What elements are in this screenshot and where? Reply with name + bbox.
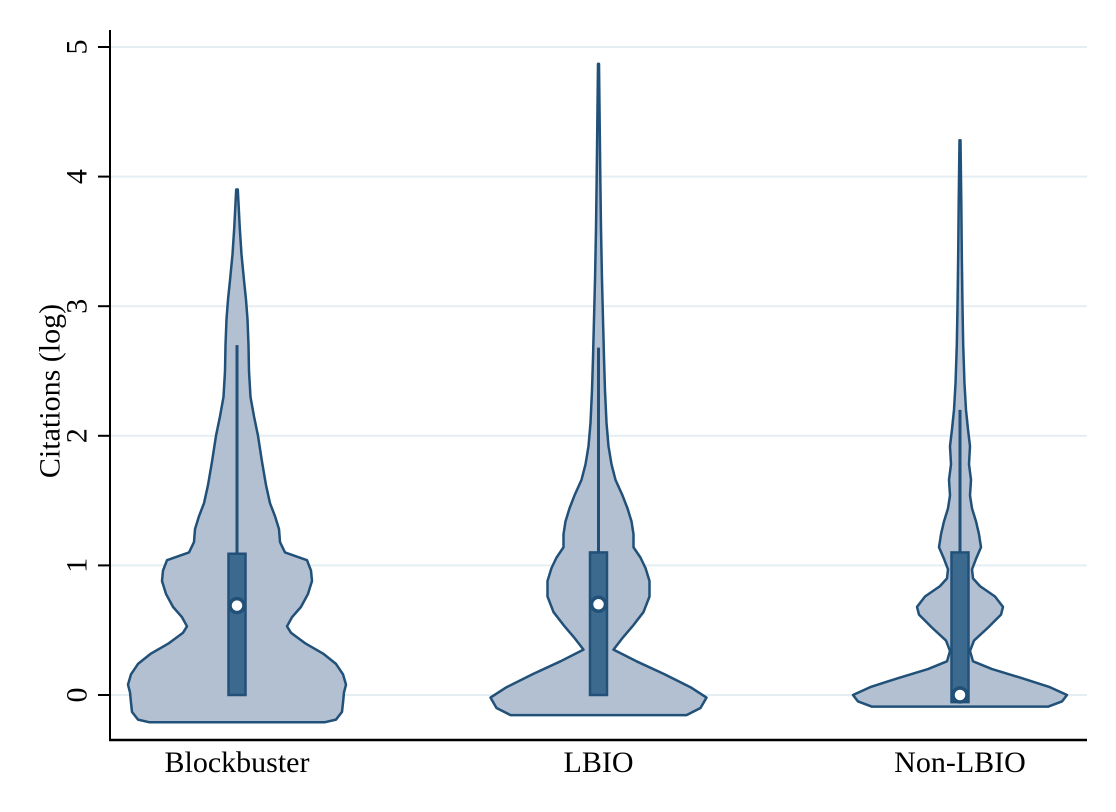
y-axis-title: Citations (log) <box>34 304 67 478</box>
y-tick-label-1: 1 <box>61 558 94 573</box>
y-tick-label-4: 4 <box>61 169 94 184</box>
median-marker-non-lbio <box>951 686 969 704</box>
iqr-box-blockbuster <box>227 552 247 697</box>
median-marker-blockbuster <box>228 596 246 615</box>
iqr-box-non-lbio <box>950 551 970 704</box>
y-tick-label-5: 5 <box>61 40 94 55</box>
y-tick-label-3: 3 <box>61 299 94 314</box>
y-tick-label-0: 0 <box>61 688 94 703</box>
iqr-box-lbio <box>588 551 609 697</box>
y-tick-label-2: 2 <box>61 428 94 443</box>
category-label-lbio: LBIO <box>564 746 634 779</box>
median-marker-lbio <box>589 595 608 614</box>
category-label-non-lbio: Non-LBIO <box>894 746 1026 779</box>
category-label-blockbuster: Blockbuster <box>165 746 310 779</box>
